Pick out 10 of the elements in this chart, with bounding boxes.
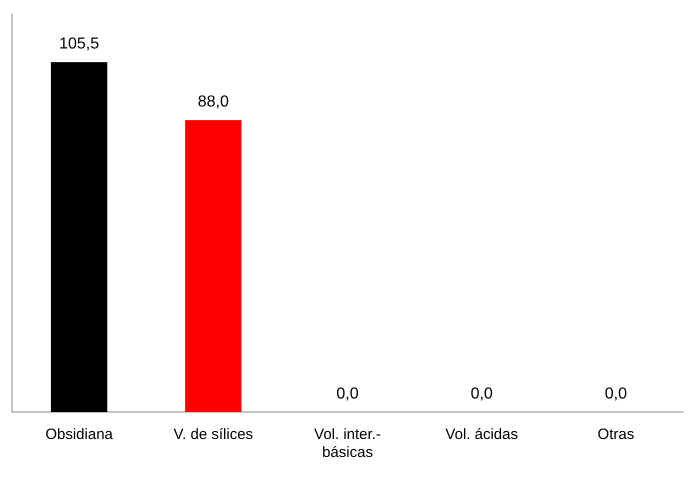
x-tick-label: Obsidiana [45,426,114,444]
data-label: 0,0 [470,385,493,402]
x-tick-label: Vol. ácidas [445,426,518,444]
data-label: 0,0 [336,385,359,402]
data-label: 105,5 [59,36,100,52]
x-tick-label: Otras [598,426,634,444]
x-tick-label: Vol. inter.-básicas [314,426,381,462]
data-label: 0,0 [604,385,628,402]
data-label: 88,0 [198,94,229,111]
x-tick-label: V. de sílices [174,426,254,444]
